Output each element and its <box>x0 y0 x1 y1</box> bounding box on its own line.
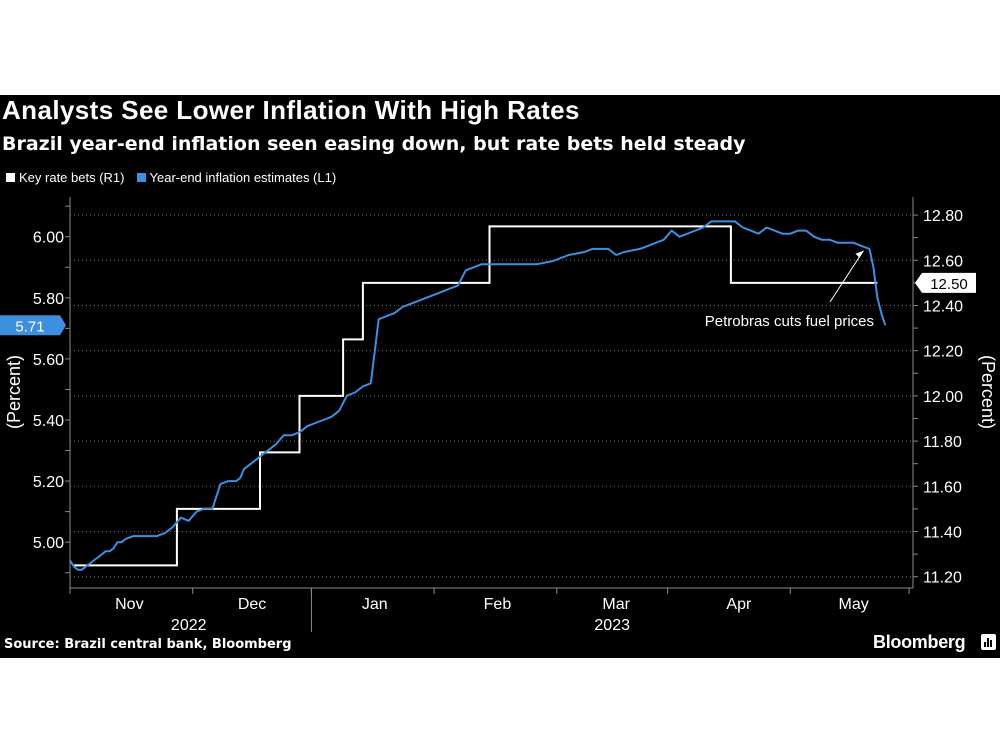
x-axis-month-label: Dec <box>238 596 266 613</box>
annotation-arrow-head <box>855 250 864 258</box>
left-last-value-badge <box>0 315 66 336</box>
right-axis-tick-label: 12.00 <box>923 389 963 406</box>
right-axis-tick-label: 12.40 <box>923 298 963 315</box>
left-axis-title: (Percent) <box>4 355 24 429</box>
x-axis-month-label: Apr <box>726 596 752 613</box>
left-axis-tick-label: 6.00 <box>33 230 64 247</box>
left-axis-tick-label: 5.20 <box>33 474 64 491</box>
legend-swatch-blue <box>136 173 146 182</box>
annotation-arrow-line <box>829 250 864 303</box>
x-axis-month-label: Feb <box>484 596 512 613</box>
x-axis-month-label: Mar <box>602 596 630 613</box>
legend-entry-inflation: Year-end inflation estimates (L1) <box>136 170 337 185</box>
left-axis-tick-label: 5.60 <box>33 352 64 369</box>
legend-swatch-white <box>6 173 15 182</box>
legend-label-key-rate: Key rate bets (R1) <box>19 170 125 185</box>
right-last-value-label: 12.50 <box>930 276 968 293</box>
chart-logo-icon <box>981 634 996 650</box>
left-last-value-label: 5.71 <box>15 318 44 335</box>
chart-title: Analysts See Lower Inflation With High R… <box>2 95 580 125</box>
x-axis-month-label: May <box>839 596 869 613</box>
left-axis-tick-label: 5.80 <box>33 291 64 308</box>
x-axis-month-label: Nov <box>115 596 143 613</box>
right-axis-title: (Percent) <box>978 355 998 429</box>
legend-label-inflation: Year-end inflation estimates (L1) <box>149 170 337 185</box>
annotation-label: Petrobras cuts fuel prices <box>705 313 874 330</box>
right-last-value-badge <box>915 272 976 293</box>
bloomberg-logo: Bloomberg <box>873 632 966 652</box>
chart-panel <box>0 95 1000 658</box>
x-axis-year-label: 2023 <box>594 617 630 634</box>
legend: Key rate bets (R1) Year-end inflation es… <box>6 170 336 185</box>
left-axis-tick-label: 5.40 <box>33 413 64 430</box>
right-axis-tick-label: 12.60 <box>923 253 963 270</box>
series-line-inflation <box>69 220 887 571</box>
source-note: Source: Brazil central bank, Bloomberg <box>4 637 292 652</box>
right-axis-tick-label: 11.80 <box>923 434 962 451</box>
chart-subtitle: Brazil year-end inflation seen easing do… <box>2 133 746 155</box>
right-axis-tick-label: 12.20 <box>923 344 963 361</box>
right-axis-tick-label: 11.60 <box>923 479 962 496</box>
left-axis-tick-label: 5.00 <box>33 535 64 552</box>
x-axis-year-label: 2022 <box>171 617 207 634</box>
legend-entry-key-rate: Key rate bets (R1) <box>6 170 125 185</box>
right-axis-tick-label: 11.20 <box>923 570 962 587</box>
series-line-key-rate <box>74 225 878 567</box>
right-axis-tick-label: 12.80 <box>923 208 963 225</box>
right-axis-tick-label: 11.40 <box>923 524 962 541</box>
x-axis-month-label: Jan <box>362 596 388 613</box>
